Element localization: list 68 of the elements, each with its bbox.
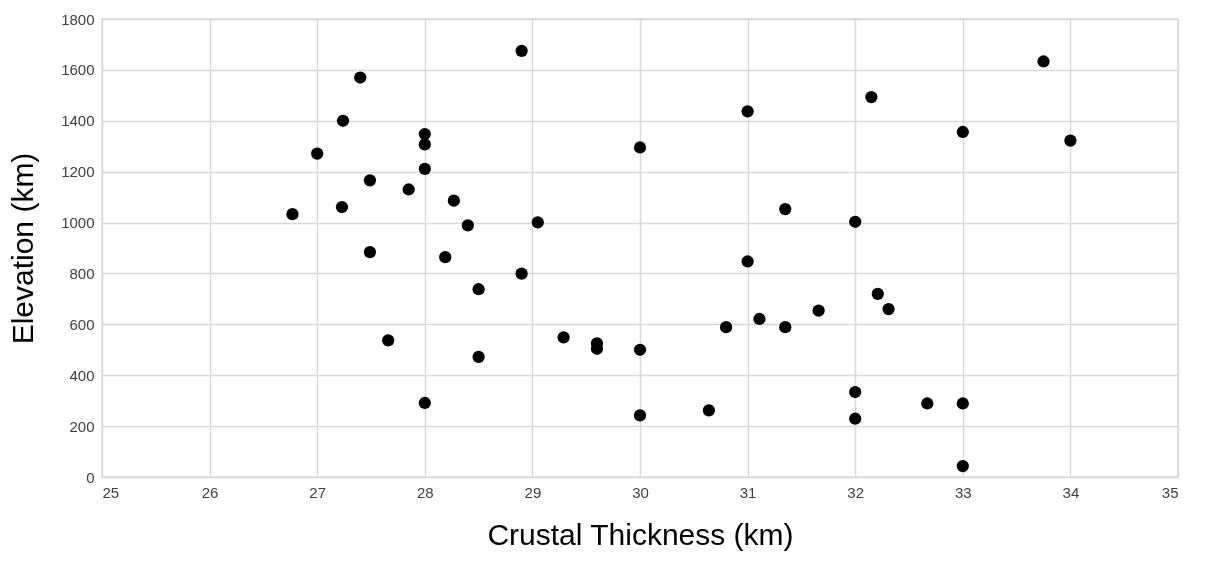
- point: [335, 200, 349, 214]
- point: [439, 251, 452, 264]
- x-tick-label: 27: [309, 483, 327, 501]
- point: [812, 304, 825, 317]
- x-tick-label: 30: [632, 483, 649, 501]
- point: [956, 125, 969, 139]
- point: [461, 219, 474, 232]
- y-tick-label: 1600: [61, 61, 95, 79]
- x-tick-label: 29: [524, 483, 542, 501]
- point: [418, 127, 431, 141]
- point: [531, 216, 544, 229]
- point: [779, 202, 792, 216]
- y-tick-label: 200: [69, 417, 95, 435]
- point: [418, 396, 431, 410]
- point: [515, 267, 528, 280]
- y-axis-title: Elevation (km): [6, 152, 40, 345]
- point: [741, 255, 754, 268]
- point: [286, 208, 299, 221]
- point: [1064, 134, 1077, 147]
- point: [753, 312, 766, 326]
- y-tick-label: 1200: [61, 163, 95, 181]
- point: [882, 302, 895, 316]
- x-tick-label: 31: [739, 483, 757, 501]
- point: [956, 397, 969, 410]
- point: [702, 404, 715, 417]
- point: [418, 162, 431, 175]
- point: [447, 194, 460, 207]
- point: [849, 215, 862, 228]
- x-tick-label: 25: [102, 483, 120, 501]
- x-tick-label: 33: [954, 483, 972, 501]
- point: [472, 350, 485, 364]
- x-axis-title: Crustal Thickness (km): [487, 517, 794, 551]
- point: [363, 245, 377, 259]
- y-tick-label: 1800: [61, 10, 95, 28]
- y-tick-label: 0: [86, 468, 95, 486]
- point: [354, 71, 367, 84]
- point: [633, 141, 647, 154]
- x-tick-label: 34: [1062, 483, 1080, 501]
- y-tick-label: 1400: [61, 112, 95, 130]
- y-tick-label: 600: [69, 315, 95, 333]
- point: [871, 287, 884, 300]
- point: [557, 331, 570, 344]
- point: [633, 409, 647, 422]
- y-tick-label: 800: [69, 264, 95, 282]
- y-tick-label: 1000: [61, 214, 95, 232]
- y-tick-label: 400: [69, 366, 95, 384]
- point: [956, 459, 969, 473]
- point: [336, 114, 350, 127]
- x-tick-label: 35: [1161, 483, 1179, 501]
- point: [382, 334, 395, 347]
- x-tick-label: 28: [416, 483, 434, 501]
- point: [472, 283, 485, 296]
- point: [849, 412, 862, 425]
- point: [779, 321, 792, 334]
- point: [1037, 55, 1050, 68]
- x-tick-label: 32: [847, 483, 865, 501]
- point: [311, 147, 324, 160]
- point: [921, 397, 934, 410]
- point: [515, 44, 528, 57]
- point: [633, 343, 647, 356]
- point: [849, 385, 862, 399]
- point: [363, 174, 377, 187]
- point: [719, 321, 733, 334]
- x-tick-label: 26: [201, 483, 219, 501]
- point: [402, 183, 415, 196]
- point: [418, 138, 431, 151]
- point: [865, 91, 878, 104]
- point: [741, 105, 754, 118]
